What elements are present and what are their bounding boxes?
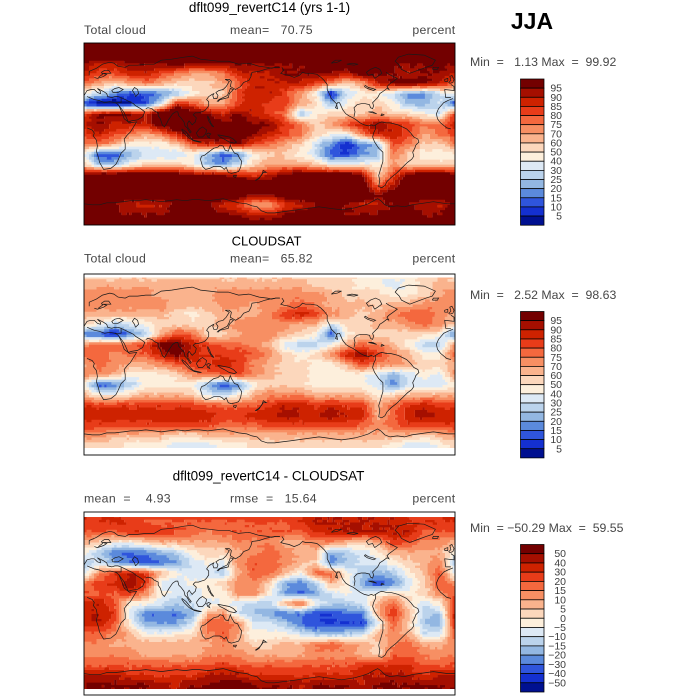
svg-text:5: 5 <box>556 443 562 455</box>
svg-text:20: 20 <box>550 416 562 428</box>
svg-text:CLOUDSAT: CLOUDSAT <box>232 234 302 249</box>
svg-text:70: 70 <box>550 128 562 140</box>
svg-text:Min = 2.52 Max = 98.63: Min = 2.52 Max = 98.63 <box>470 288 616 302</box>
svg-text:30: 30 <box>550 398 562 410</box>
svg-text:15: 15 <box>550 425 562 437</box>
svg-text:10: 10 <box>550 434 562 446</box>
svg-text:10: 10 <box>550 201 562 213</box>
svg-text:−15: −15 <box>548 640 566 652</box>
svg-text:80: 80 <box>550 110 562 122</box>
svg-text:10: 10 <box>554 594 566 606</box>
svg-text:25: 25 <box>550 407 562 419</box>
svg-text:dflt099_revertC14 - CLOUDSAT: dflt099_revertC14 - CLOUDSAT <box>173 469 365 484</box>
svg-text:60: 60 <box>550 137 562 149</box>
svg-text:mean= 65.82: mean= 65.82 <box>230 252 313 266</box>
svg-text:50: 50 <box>550 147 562 159</box>
svg-text:percent: percent <box>412 492 455 506</box>
svg-text:Min = −50.29 Max = 59.55: Min = −50.29 Max = 59.55 <box>470 521 624 535</box>
svg-text:0: 0 <box>560 613 566 625</box>
svg-text:70: 70 <box>550 361 562 373</box>
svg-text:JJA: JJA <box>511 8 553 34</box>
svg-text:75: 75 <box>550 119 562 131</box>
svg-text:15: 15 <box>554 585 566 597</box>
svg-text:20: 20 <box>550 183 562 195</box>
svg-text:95: 95 <box>550 83 562 95</box>
svg-text:dflt099_revertC14 (yrs 1-1): dflt099_revertC14 (yrs 1-1) <box>189 0 350 15</box>
svg-text:−30: −30 <box>548 659 566 671</box>
svg-text:percent: percent <box>412 252 455 266</box>
svg-text:50: 50 <box>554 548 566 560</box>
svg-text:85: 85 <box>550 333 562 345</box>
svg-text:60: 60 <box>550 370 562 382</box>
svg-text:−5: −5 <box>554 622 566 634</box>
svg-text:15: 15 <box>550 192 562 204</box>
svg-text:90: 90 <box>550 92 562 104</box>
svg-text:5: 5 <box>560 604 566 616</box>
svg-text:mean = 4.93: mean = 4.93 <box>84 492 171 506</box>
svg-text:95: 95 <box>550 315 562 327</box>
svg-text:40: 40 <box>554 557 566 569</box>
svg-text:rmse = 15.64: rmse = 15.64 <box>230 492 317 506</box>
svg-text:40: 40 <box>550 156 562 168</box>
svg-text:−40: −40 <box>548 668 566 680</box>
svg-text:−10: −10 <box>548 631 566 643</box>
svg-text:90: 90 <box>550 324 562 336</box>
svg-text:Total cloud: Total cloud <box>84 252 146 266</box>
svg-text:percent: percent <box>412 23 455 37</box>
svg-text:mean= 70.75: mean= 70.75 <box>230 23 313 37</box>
svg-text:−20: −20 <box>548 650 566 662</box>
svg-text:40: 40 <box>550 388 562 400</box>
svg-text:75: 75 <box>550 352 562 364</box>
svg-text:30: 30 <box>554 567 566 579</box>
svg-text:25: 25 <box>550 174 562 186</box>
svg-text:50: 50 <box>550 379 562 391</box>
svg-text:Min = 1.13 Max = 99.92: Min = 1.13 Max = 99.92 <box>470 55 616 69</box>
svg-text:80: 80 <box>550 343 562 355</box>
svg-text:30: 30 <box>550 165 562 177</box>
svg-text:Total cloud: Total cloud <box>84 23 146 37</box>
svg-text:5: 5 <box>556 211 562 223</box>
svg-text:85: 85 <box>550 101 562 113</box>
svg-text:20: 20 <box>554 576 566 588</box>
svg-text:−50: −50 <box>548 677 566 689</box>
